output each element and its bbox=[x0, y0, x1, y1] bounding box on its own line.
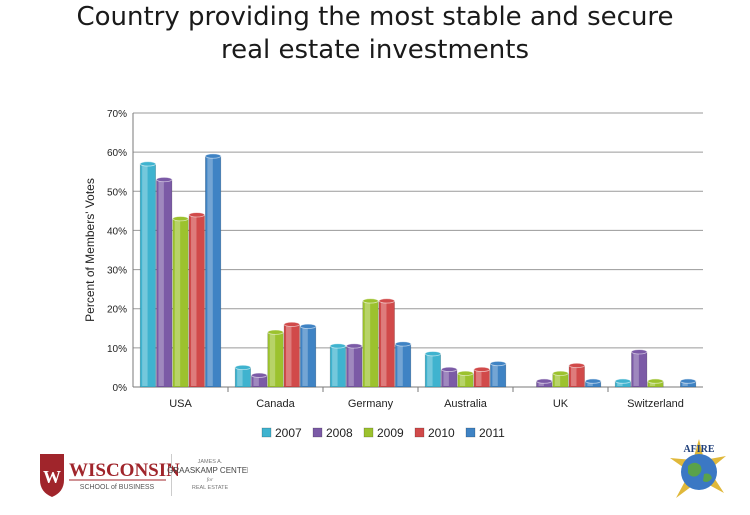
y-tick-label: 60% bbox=[107, 148, 127, 159]
bar-highlight bbox=[571, 366, 577, 386]
bar-highlight bbox=[587, 382, 593, 386]
bar-cap bbox=[204, 153, 222, 159]
bar-highlight bbox=[427, 354, 433, 386]
y-axis-label: Percent of Members' Votes bbox=[83, 178, 97, 322]
x-tick-label: Australia bbox=[444, 398, 488, 410]
svg-text:REAL ESTATE: REAL ESTATE bbox=[192, 485, 229, 491]
bar-cap bbox=[614, 378, 632, 384]
bar-highlight bbox=[253, 376, 259, 386]
bar-cap bbox=[647, 378, 664, 384]
x-tick-label: Switzerland bbox=[627, 398, 684, 410]
bar-highlight bbox=[443, 370, 449, 386]
bar-cap bbox=[267, 329, 284, 335]
bar-cap bbox=[631, 349, 648, 355]
y-tick-label: 0% bbox=[113, 383, 128, 394]
bar-cap bbox=[251, 372, 268, 378]
bar-cap bbox=[156, 176, 173, 183]
bar-cap bbox=[283, 321, 300, 327]
bar-highlight bbox=[476, 370, 482, 386]
x-tick-label: Germany bbox=[348, 398, 394, 410]
bar-cap bbox=[679, 378, 697, 384]
bar-cap bbox=[584, 378, 602, 384]
bar-cap bbox=[234, 364, 252, 371]
afire-wordmark: AFIRE bbox=[683, 444, 714, 455]
bar-cap bbox=[552, 370, 569, 376]
y-tick-label: 50% bbox=[107, 187, 127, 198]
svg-text:JAMES A.: JAMES A. bbox=[198, 459, 223, 465]
legend-label-2010: 2010 bbox=[428, 426, 455, 440]
bar-highlight bbox=[364, 301, 371, 386]
afire-logo: AFIRE bbox=[670, 439, 726, 498]
graaskamp-center-text: GRAASKAMP CENTER bbox=[167, 466, 248, 475]
bar-highlight bbox=[381, 301, 387, 386]
bar-highlight bbox=[191, 215, 197, 386]
legend-swatch-2010 bbox=[414, 427, 425, 438]
chart-title-line-2: real estate investments bbox=[220, 35, 530, 65]
x-tick-label: Canada bbox=[256, 398, 295, 410]
bar-cap bbox=[424, 351, 442, 357]
bar-highlight bbox=[174, 219, 181, 386]
y-tick-label: 30% bbox=[107, 266, 127, 277]
bar-cap bbox=[362, 298, 379, 304]
legend-label-2007: 2007 bbox=[275, 426, 302, 440]
wisconsin-wordmark: WISCONSIN bbox=[69, 460, 180, 481]
bar-cap bbox=[172, 216, 189, 222]
bar-highlight bbox=[158, 180, 164, 386]
bar-cap bbox=[299, 323, 317, 329]
bar-cap bbox=[536, 378, 553, 384]
wisconsin-business-logo: W WISCONSIN SCHOOL of BUSINESS JAMES A. … bbox=[40, 454, 248, 497]
bar-cap bbox=[188, 212, 205, 218]
bar-cap bbox=[329, 343, 347, 349]
legend-swatch-2008 bbox=[312, 427, 323, 438]
bar-cap bbox=[489, 360, 507, 367]
x-tick-label: UK bbox=[553, 398, 569, 410]
y-tick-label: 70% bbox=[107, 109, 127, 120]
bar-highlight bbox=[237, 368, 243, 386]
legend-swatch-2011 bbox=[465, 427, 476, 438]
bar-highlight bbox=[682, 382, 688, 386]
bar-cap bbox=[568, 362, 585, 369]
chart-title-line-1: Country providing the most stable and se… bbox=[76, 2, 674, 32]
bar-highlight bbox=[286, 325, 292, 386]
bar-highlight bbox=[554, 374, 561, 386]
bar-cap bbox=[378, 298, 395, 304]
bar-cap bbox=[139, 161, 157, 167]
y-tick-label: 10% bbox=[107, 344, 127, 355]
legend-swatch-2009 bbox=[363, 427, 374, 438]
bar-cap bbox=[394, 341, 412, 347]
bar-cap bbox=[346, 343, 363, 349]
legend-label-2011: 2011 bbox=[479, 426, 505, 440]
bar-highlight bbox=[538, 382, 544, 386]
bar-highlight bbox=[348, 346, 354, 386]
bar-cap bbox=[473, 366, 490, 372]
bar-highlight bbox=[332, 346, 338, 386]
legend-label-2008: 2008 bbox=[326, 426, 353, 440]
bar-cap bbox=[441, 366, 458, 372]
bar-highlight bbox=[633, 352, 639, 386]
school-of-business-text: SCHOOL of BUSINESS bbox=[80, 484, 155, 491]
x-tick-label: USA bbox=[169, 398, 192, 410]
bar-highlight bbox=[302, 327, 308, 386]
bar-highlight bbox=[459, 374, 466, 386]
bar-highlight bbox=[617, 382, 623, 386]
bar-highlight bbox=[207, 157, 213, 386]
legend-label-2009: 2009 bbox=[377, 426, 404, 440]
crest-letter: W bbox=[43, 467, 61, 487]
y-tick-label: 40% bbox=[107, 226, 127, 237]
legend-swatch-2007 bbox=[261, 427, 272, 438]
bar-highlight bbox=[142, 164, 148, 386]
bar-highlight bbox=[397, 344, 403, 386]
crest-icon bbox=[40, 454, 64, 497]
bar-highlight bbox=[492, 364, 498, 386]
y-tick-label: 20% bbox=[107, 305, 127, 316]
svg-text:for: for bbox=[207, 476, 214, 483]
bar-highlight bbox=[649, 382, 656, 386]
bar-cap bbox=[457, 370, 474, 376]
bar-highlight bbox=[269, 333, 276, 386]
